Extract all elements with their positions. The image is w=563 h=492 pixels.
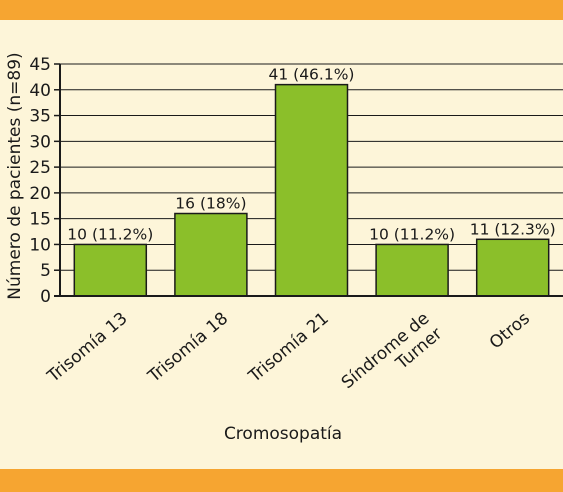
y-tick-labels: 0 5 10 15 20 25 30 35 40 45 — [29, 55, 60, 307]
bar — [73, 243, 148, 297]
x-tick-label-line: Otros — [486, 308, 534, 353]
y-tick-label: 10 — [29, 235, 51, 255]
x-tick-label-line: Trisomía 18 — [144, 309, 232, 388]
y-tick-label: 0 — [40, 287, 51, 307]
data-label: 41 (46.1%) — [269, 66, 355, 84]
y-tick-label: 45 — [29, 55, 51, 75]
y-tick-label: 35 — [29, 107, 51, 127]
data-labels: 10 (11.2%) 16 (18%) 41 (46.1%) 10 (11.2%) 11… — [67, 66, 555, 244]
bar — [174, 212, 248, 297]
x-tick-label-line: Trisomía 13 — [43, 309, 131, 388]
bar — [274, 83, 349, 297]
bar — [475, 238, 550, 297]
top-decorative-band — [0, 0, 563, 20]
data-label: 11 (12.3%) — [470, 220, 556, 238]
y-tick-label: 40 — [29, 81, 51, 101]
y-tick-label: 20 — [29, 184, 51, 204]
y-axis-title: Número de pacientes (n=89) — [5, 52, 25, 299]
bar — [375, 243, 449, 297]
data-label: 16 (18%) — [175, 195, 246, 213]
x-axis-title: Cromosopatía — [224, 424, 342, 444]
x-tick-labels: Trisomía 13 Trisomía 18 Trisomía 21 Síndrom… — [43, 308, 534, 409]
y-tick-label: 30 — [29, 132, 51, 152]
x-tick-label: Trisomía 21 — [244, 309, 332, 388]
y-tick-label: 15 — [29, 210, 51, 230]
data-label: 10 (11.2%) — [67, 225, 153, 243]
bottom-decorative-band — [0, 469, 563, 492]
x-tick-label: Otros — [486, 308, 534, 353]
y-tick-label: 5 — [40, 261, 51, 281]
x-tick-label: Síndrome deTurner — [338, 309, 446, 409]
x-tick-label: Trisomía 13 — [43, 309, 131, 388]
x-tick-label: Trisomía 18 — [144, 309, 232, 388]
x-tick-label-line: Trisomía 21 — [244, 309, 332, 388]
bars — [73, 83, 550, 297]
y-tick-label: 25 — [29, 158, 51, 178]
data-label: 10 (11.2%) — [369, 225, 455, 243]
